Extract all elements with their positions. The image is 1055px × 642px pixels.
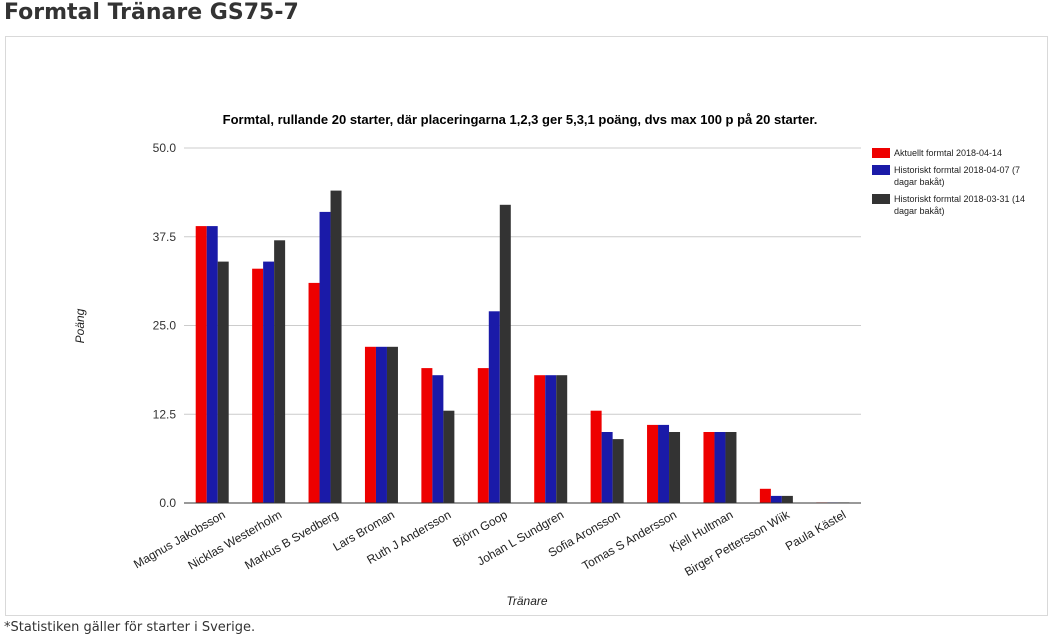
chart-title: Formtal, rullande 20 starter, där placer… xyxy=(223,112,818,127)
x-axis-label: Tränare xyxy=(506,594,547,608)
bar xyxy=(217,261,229,503)
bar xyxy=(274,240,286,504)
bar xyxy=(714,432,726,503)
y-tick-label: 37.5 xyxy=(153,230,177,244)
x-tick-label: Paula Kästel xyxy=(783,507,848,553)
bar xyxy=(308,282,320,503)
bar xyxy=(612,439,624,503)
bar xyxy=(759,488,771,503)
chart-container: 0.0 12.5 25.0 37.5 50.0 Magnus Jakobsson Nick… xyxy=(5,36,1048,616)
bar xyxy=(647,424,659,503)
legend-label: Historiskt formtal 2018-04-07 (7 dagar ba… xyxy=(894,165,1020,187)
bar xyxy=(206,226,218,503)
bar xyxy=(499,204,511,504)
legend-item: Aktuellt formtal 2018-04-14 xyxy=(872,148,1002,158)
y-axis-label: Poäng xyxy=(73,308,87,343)
bar xyxy=(364,346,376,503)
y-tick-label: 50.0 xyxy=(153,141,177,155)
legend: Aktuellt formtal 2018-04-14 Historiskt fo… xyxy=(872,148,1025,216)
bar xyxy=(252,268,264,503)
legend-item: Historiskt formtal 2018-03-31 (14 dagar b… xyxy=(872,194,1025,216)
footnote: *Statistiken gäller för starter i Sverig… xyxy=(4,620,256,635)
bar xyxy=(781,495,793,503)
legend-swatch xyxy=(872,165,890,175)
bars xyxy=(195,190,850,504)
bar xyxy=(669,432,681,503)
bar xyxy=(421,368,433,503)
bar xyxy=(432,375,444,503)
x-tick-label: Birger Pettersson Wiik xyxy=(682,507,793,579)
legend-label: Aktuellt formtal 2018-04-14 xyxy=(894,148,1002,158)
legend-swatch xyxy=(872,148,890,158)
x-tick-label: Tomas S Andersson xyxy=(580,507,679,572)
x-tick-label: Magnus Jakobsson xyxy=(131,507,228,571)
bar xyxy=(263,261,275,503)
bar xyxy=(477,368,489,503)
chart-svg: 0.0 12.5 25.0 37.5 50.0 Magnus JakobssonNick… xyxy=(73,112,1025,608)
legend-label: Historiskt formtal 2018-03-31 (14 dagar b… xyxy=(894,194,1025,216)
bar xyxy=(556,375,568,503)
bar xyxy=(545,375,557,503)
bar xyxy=(443,410,455,503)
legend-item: Historiskt formtal 2018-04-07 (7 dagar ba… xyxy=(872,165,1020,187)
bar xyxy=(658,424,670,503)
gridlines: 0.0 12.5 25.0 37.5 50.0 xyxy=(153,141,861,510)
bar xyxy=(195,226,207,503)
x-tick-label: Nicklas Westerholm xyxy=(185,507,284,572)
y-tick-label: 25.0 xyxy=(153,319,177,333)
bar xyxy=(534,375,546,503)
legend-swatch xyxy=(872,194,890,204)
x-tick-label: Markus B Svedberg xyxy=(242,507,340,572)
bar xyxy=(386,346,398,503)
bar xyxy=(703,432,715,503)
bar xyxy=(590,410,602,503)
y-tick-label: 12.5 xyxy=(153,407,177,421)
bar xyxy=(330,190,342,503)
page-title: Formtal Tränare GS75-7 xyxy=(4,0,299,25)
y-tick-label: 0.0 xyxy=(159,496,176,510)
bar xyxy=(375,346,387,503)
bar xyxy=(601,432,613,503)
bar xyxy=(319,211,331,503)
bar xyxy=(725,432,737,503)
bar xyxy=(488,311,500,503)
bar xyxy=(770,495,782,503)
